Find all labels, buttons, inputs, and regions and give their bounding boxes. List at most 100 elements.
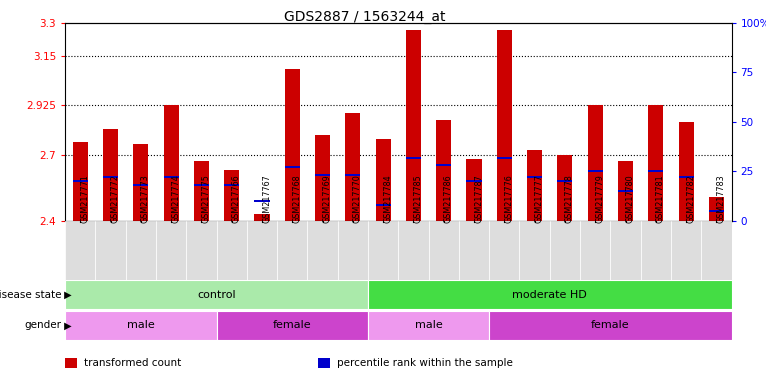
Text: female: female <box>591 320 630 331</box>
Text: GSM217781: GSM217781 <box>656 174 665 223</box>
Bar <box>558 180 572 182</box>
Text: GSM217785: GSM217785 <box>414 174 423 223</box>
Bar <box>133 184 149 186</box>
FancyBboxPatch shape <box>186 221 217 280</box>
Bar <box>65 358 77 368</box>
Bar <box>375 204 391 206</box>
Bar <box>285 69 300 221</box>
Bar <box>224 184 239 186</box>
Text: GSM217776: GSM217776 <box>504 174 513 223</box>
Bar <box>133 144 149 221</box>
Bar <box>497 30 512 221</box>
Bar <box>103 129 118 221</box>
FancyBboxPatch shape <box>338 221 368 280</box>
Bar <box>588 106 603 221</box>
Text: male: male <box>414 320 443 331</box>
Text: moderate HD: moderate HD <box>512 290 588 300</box>
Text: GSM217772: GSM217772 <box>110 174 119 223</box>
Bar <box>497 157 512 159</box>
Text: GSM217782: GSM217782 <box>686 174 695 223</box>
Bar <box>345 113 361 221</box>
Text: ▶: ▶ <box>61 290 72 300</box>
Text: GSM217777: GSM217777 <box>535 174 544 223</box>
Bar <box>527 151 542 221</box>
Bar <box>224 170 239 221</box>
Bar <box>285 166 300 169</box>
FancyBboxPatch shape <box>277 221 307 280</box>
Text: GSM217767: GSM217767 <box>262 174 271 223</box>
Bar <box>709 197 724 221</box>
Bar <box>315 135 330 221</box>
FancyBboxPatch shape <box>126 221 156 280</box>
Bar <box>315 174 330 176</box>
Text: transformed count: transformed count <box>83 358 181 368</box>
FancyBboxPatch shape <box>247 221 277 280</box>
Bar <box>254 214 270 221</box>
Text: GSM217768: GSM217768 <box>293 174 301 223</box>
Bar <box>648 170 663 172</box>
Bar <box>618 161 633 221</box>
Bar <box>558 155 572 221</box>
Bar <box>164 176 178 178</box>
Bar <box>406 30 421 221</box>
Bar <box>436 164 451 166</box>
Text: GDS2887 / 1563244_at: GDS2887 / 1563244_at <box>284 10 446 23</box>
Bar <box>466 159 482 221</box>
Bar <box>489 311 732 340</box>
FancyBboxPatch shape <box>640 221 671 280</box>
Text: GSM217775: GSM217775 <box>201 174 211 223</box>
Bar <box>679 122 694 221</box>
Text: GSM217769: GSM217769 <box>322 174 332 223</box>
Text: GSM217780: GSM217780 <box>626 174 634 223</box>
Bar <box>194 161 209 221</box>
FancyBboxPatch shape <box>550 221 580 280</box>
Text: percentile rank within the sample: percentile rank within the sample <box>337 358 513 368</box>
FancyBboxPatch shape <box>307 221 338 280</box>
FancyBboxPatch shape <box>96 221 126 280</box>
FancyBboxPatch shape <box>459 221 489 280</box>
FancyBboxPatch shape <box>65 221 96 280</box>
FancyBboxPatch shape <box>611 221 640 280</box>
FancyBboxPatch shape <box>489 221 519 280</box>
Text: GSM217787: GSM217787 <box>474 174 483 223</box>
Bar <box>65 311 217 340</box>
Text: GSM217766: GSM217766 <box>231 174 241 223</box>
Text: GSM217778: GSM217778 <box>565 174 574 223</box>
Bar <box>618 190 633 192</box>
Text: GSM217783: GSM217783 <box>716 174 725 223</box>
Bar <box>164 106 178 221</box>
Bar <box>73 180 88 182</box>
Text: GSM217771: GSM217771 <box>80 174 90 223</box>
Text: GSM217784: GSM217784 <box>383 174 392 223</box>
Bar <box>466 180 482 182</box>
Text: control: control <box>198 290 236 300</box>
FancyBboxPatch shape <box>429 221 459 280</box>
Bar <box>527 176 542 178</box>
Bar <box>368 280 732 309</box>
Text: GSM217786: GSM217786 <box>444 174 453 223</box>
FancyBboxPatch shape <box>156 221 186 280</box>
Bar <box>679 176 694 178</box>
Bar <box>588 170 603 172</box>
FancyBboxPatch shape <box>368 221 398 280</box>
FancyBboxPatch shape <box>398 221 429 280</box>
Text: gender: gender <box>25 320 61 331</box>
Text: GSM217779: GSM217779 <box>595 174 604 223</box>
Bar <box>375 139 391 221</box>
Bar <box>103 176 118 178</box>
Bar <box>217 311 368 340</box>
Bar <box>73 142 88 221</box>
Bar <box>368 311 489 340</box>
Bar <box>648 106 663 221</box>
Text: GSM217770: GSM217770 <box>353 174 362 223</box>
FancyBboxPatch shape <box>580 221 611 280</box>
Bar <box>319 358 330 368</box>
FancyBboxPatch shape <box>701 221 732 280</box>
Bar <box>345 174 361 176</box>
Bar <box>709 210 724 212</box>
Text: female: female <box>273 320 312 331</box>
Text: GSM217774: GSM217774 <box>171 174 180 223</box>
FancyBboxPatch shape <box>519 221 550 280</box>
Bar <box>254 200 270 202</box>
Bar <box>65 280 368 309</box>
